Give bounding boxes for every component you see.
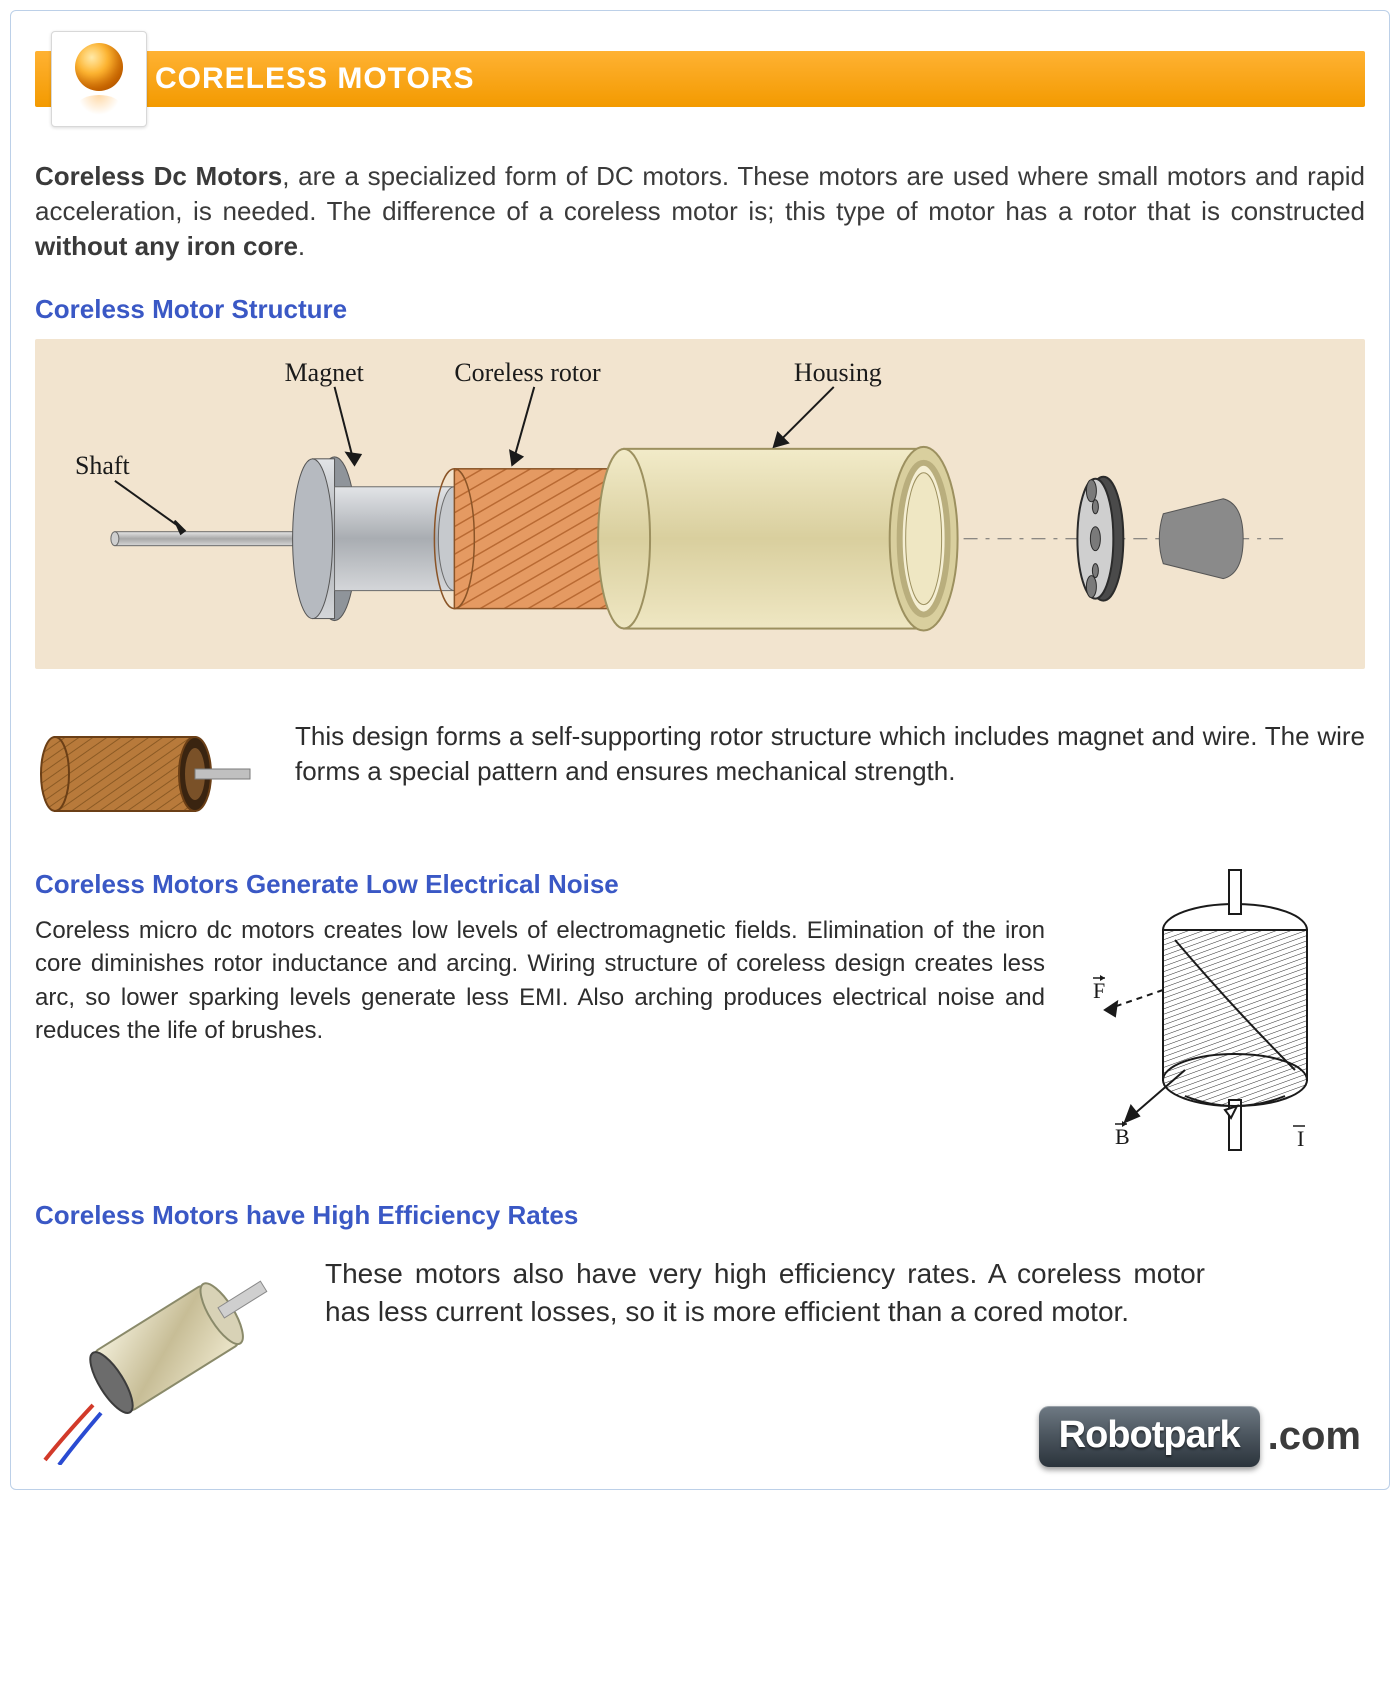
- page-container: CORELESS MOTORS Coreless Dc Motors, are …: [10, 10, 1390, 1490]
- logo-text: Robotpark: [1059, 1414, 1240, 1456]
- label-magnet: Magnet: [285, 358, 365, 387]
- logo-box[interactable]: Robotpark: [1039, 1406, 1260, 1467]
- efficiency-text: These motors also have very high efficie…: [325, 1245, 1365, 1331]
- label-housing: Housing: [794, 358, 882, 387]
- rotor-description-row: This design forms a self-supporting roto…: [35, 709, 1365, 839]
- page-title: CORELESS MOTORS: [155, 62, 474, 96]
- rotor-description-text: This design forms a self-supporting roto…: [295, 709, 1365, 789]
- intro-text-2: .: [298, 231, 305, 261]
- noise-diagram: F B I: [1075, 860, 1365, 1170]
- header-icon-box: [51, 31, 147, 127]
- intro-emph-bold: without any iron core: [35, 231, 298, 261]
- structure-diagram: Shaft Magnet Coreless rotor Housing: [35, 339, 1365, 669]
- header: CORELESS MOTORS: [35, 31, 1365, 131]
- noise-text: Coreless micro dc motors creates low lev…: [35, 914, 1045, 1046]
- svg-text:I: I: [1297, 1126, 1304, 1151]
- svg-text:F: F: [1093, 978, 1105, 1003]
- sphere-icon: [75, 43, 123, 91]
- svg-text:B: B: [1115, 1124, 1130, 1149]
- section-title-efficiency: Coreless Motors have High Efficiency Rat…: [35, 1200, 1365, 1231]
- structure-svg: Shaft Magnet Coreless rotor Housing: [35, 339, 1365, 669]
- section-title-structure: Coreless Motor Structure: [35, 294, 1365, 325]
- noise-row: Coreless micro dc motors creates low lev…: [35, 914, 1365, 1170]
- footer: Robotpark .com: [1039, 1406, 1361, 1467]
- intro-paragraph: Coreless Dc Motors, are a specialized fo…: [35, 159, 1365, 264]
- rotor-thumb-icon: [35, 709, 255, 839]
- sphere-reflection: [78, 95, 120, 115]
- intro-lead-bold: Coreless Dc Motors: [35, 161, 282, 191]
- logo-suffix: .com: [1268, 1414, 1361, 1459]
- efficiency-thumb-icon: [35, 1245, 295, 1465]
- label-shaft: Shaft: [75, 451, 131, 480]
- title-bar: CORELESS MOTORS: [35, 51, 1365, 107]
- label-rotor: Coreless rotor: [454, 358, 601, 387]
